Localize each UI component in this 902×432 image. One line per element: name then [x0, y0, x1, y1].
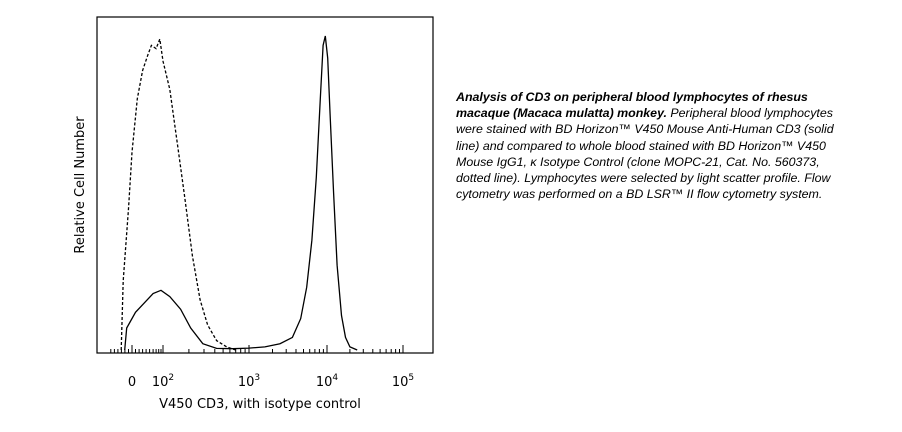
x-tick-label: 0: [128, 375, 136, 390]
x-tick-label: 102: [152, 373, 174, 390]
caption-body: Peripheral blood lymphocytes were staine…: [456, 106, 834, 202]
y-axis-label: Relative Cell Number: [73, 116, 88, 254]
caption-title: Analysis of CD3 on peripheral blood lymp…: [456, 90, 808, 121]
x-tick-label: 105: [392, 373, 414, 390]
isotype-control-curve: [120, 36, 236, 351]
plot-frame: [96, 16, 434, 354]
x-tick-label: 103: [238, 373, 260, 390]
histogram-figure: 0 102 103 104 105 V450 CD3, with isotype con…: [73, 16, 434, 412]
x-tick-label: 104: [316, 373, 339, 390]
histogram-series: [120, 35, 358, 351]
x-tick-labels: 0 102 103 104 105: [128, 373, 414, 390]
x-axis-ticks: [110, 345, 404, 353]
figure-caption: Analysis of CD3 on peripheral blood lymp…: [456, 89, 846, 202]
x-axis-label: V450 CD3, with isotype control: [159, 397, 361, 412]
cd3-curve: [124, 35, 358, 351]
